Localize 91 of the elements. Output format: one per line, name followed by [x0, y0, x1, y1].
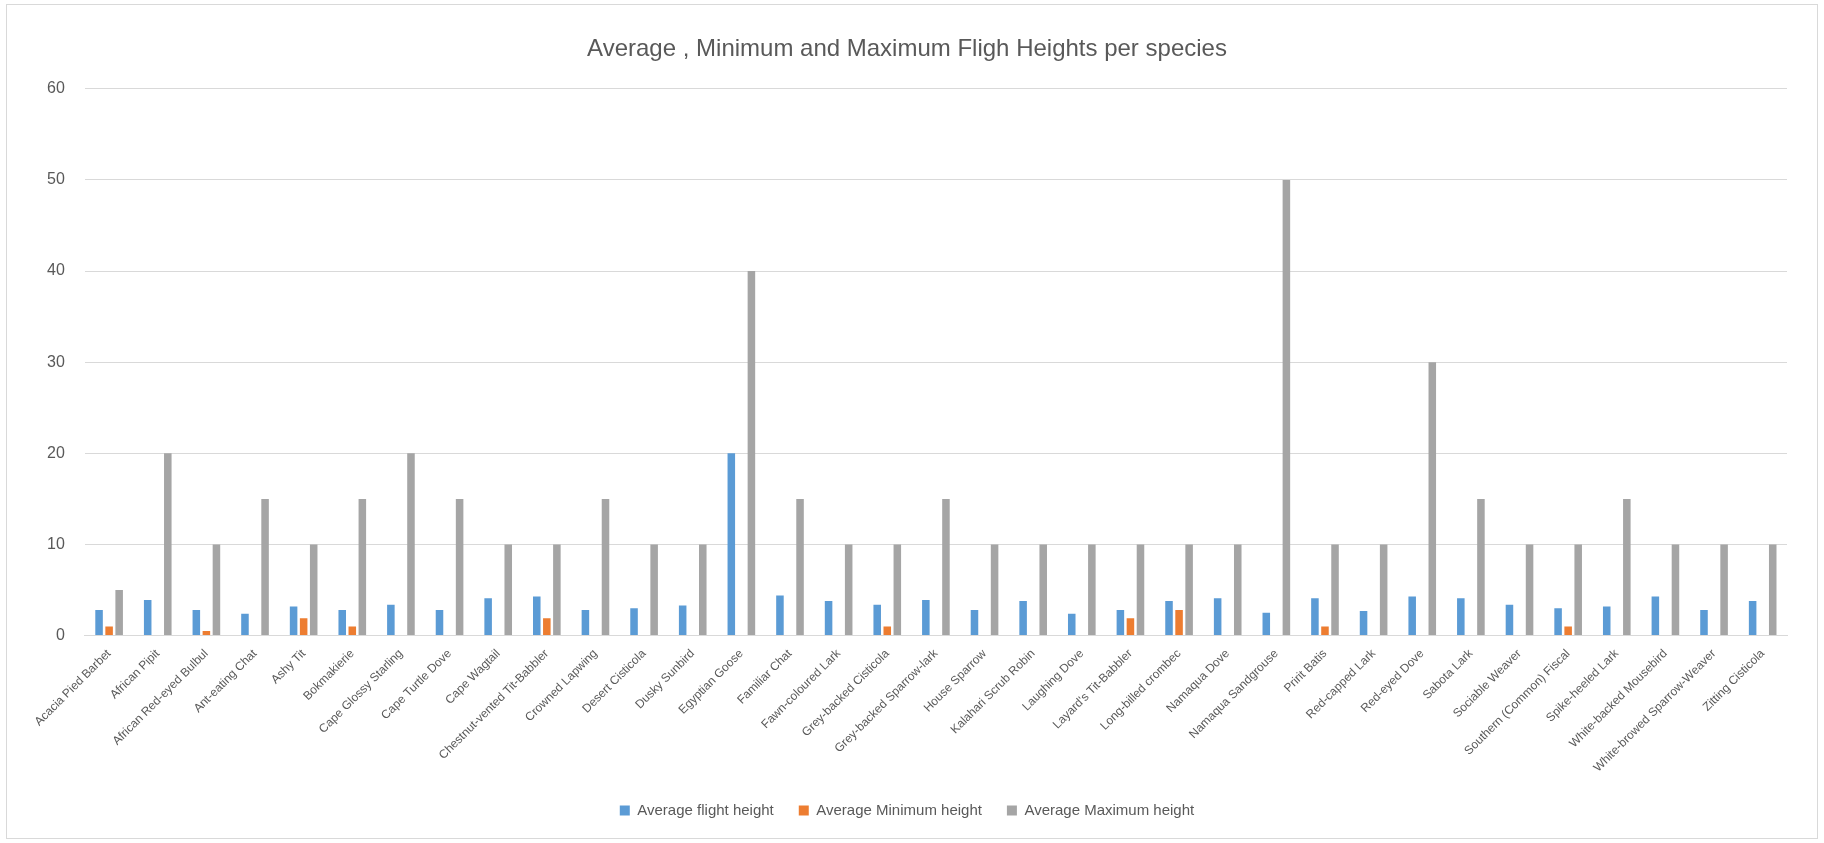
y-tick-label: 60 [47, 79, 65, 97]
bar [1623, 498, 1631, 636]
bar [533, 596, 541, 636]
bar [650, 544, 658, 636]
legend-label: Average Maximum height [1024, 800, 1196, 818]
bar [105, 626, 113, 636]
bar [1126, 618, 1135, 636]
bar [970, 610, 979, 636]
bar [289, 606, 298, 636]
bar [358, 498, 367, 636]
y-tick-label: 40 [47, 261, 65, 279]
bar [455, 498, 464, 636]
bar [630, 608, 638, 636]
bar [1175, 610, 1183, 636]
bar [504, 544, 513, 636]
bar [348, 626, 357, 636]
bar [309, 544, 318, 636]
bar [1408, 596, 1416, 636]
bar [1233, 544, 1242, 636]
legend-label: Average Minimum height [816, 800, 983, 818]
bar [543, 618, 551, 636]
bar [844, 544, 853, 636]
bar [1505, 604, 1514, 636]
bar [873, 604, 881, 636]
bar [95, 610, 103, 636]
bar [601, 498, 610, 636]
bar [747, 271, 756, 636]
bar [1019, 600, 1027, 636]
bar [1282, 179, 1291, 636]
bar [1768, 544, 1777, 636]
bar [1428, 362, 1437, 636]
bar [143, 600, 152, 636]
bar [1116, 610, 1125, 636]
bar [1700, 610, 1708, 636]
bar [727, 453, 736, 636]
bar [212, 544, 221, 636]
bar [338, 610, 346, 636]
bar [1311, 598, 1319, 636]
bar [115, 590, 123, 636]
bar [1651, 596, 1660, 636]
bar [678, 605, 687, 636]
bar [922, 600, 930, 636]
bar [1067, 613, 1076, 636]
bar [1477, 498, 1485, 636]
bar [1262, 612, 1271, 636]
bar [1039, 544, 1047, 636]
bar [1379, 544, 1388, 636]
bar [1457, 598, 1465, 636]
bar [1331, 544, 1339, 636]
bar [1748, 600, 1757, 636]
bar [1321, 626, 1329, 636]
bar [241, 613, 249, 636]
bar [942, 498, 950, 636]
bar [990, 544, 999, 636]
y-tick-label: 30 [47, 352, 65, 370]
bar [192, 610, 201, 636]
bar [699, 544, 707, 636]
bar [796, 498, 804, 636]
bar [164, 453, 172, 636]
y-tick-label: 50 [47, 170, 65, 188]
bar [1136, 544, 1145, 636]
bar [387, 604, 395, 636]
bar [202, 631, 211, 636]
bar [553, 544, 561, 636]
bar [435, 610, 444, 636]
bar [261, 498, 269, 636]
bar [1088, 544, 1096, 636]
bar [893, 544, 902, 636]
bar [407, 453, 415, 636]
bar [1359, 611, 1368, 636]
bar [1564, 626, 1572, 636]
bar [1720, 544, 1728, 636]
legend-label: Average flight height [637, 800, 775, 818]
bar [581, 610, 590, 636]
bar [883, 626, 892, 636]
y-tick-label: 20 [47, 443, 65, 461]
bar [1165, 600, 1173, 636]
chart-title: Average , Minimum and Maximum Fligh Heights per species [587, 34, 1227, 62]
bar [484, 598, 492, 636]
y-tick-label: 10 [47, 534, 65, 552]
bar [1185, 544, 1193, 636]
bar [299, 618, 308, 636]
bar [1554, 608, 1562, 636]
bar [776, 595, 784, 636]
bar [1602, 606, 1611, 636]
y-tick-label: 0 [55, 626, 65, 644]
bar [824, 600, 833, 636]
bar [1574, 544, 1582, 636]
bar [1213, 598, 1222, 636]
bar [1525, 544, 1534, 636]
bar [1671, 544, 1680, 636]
